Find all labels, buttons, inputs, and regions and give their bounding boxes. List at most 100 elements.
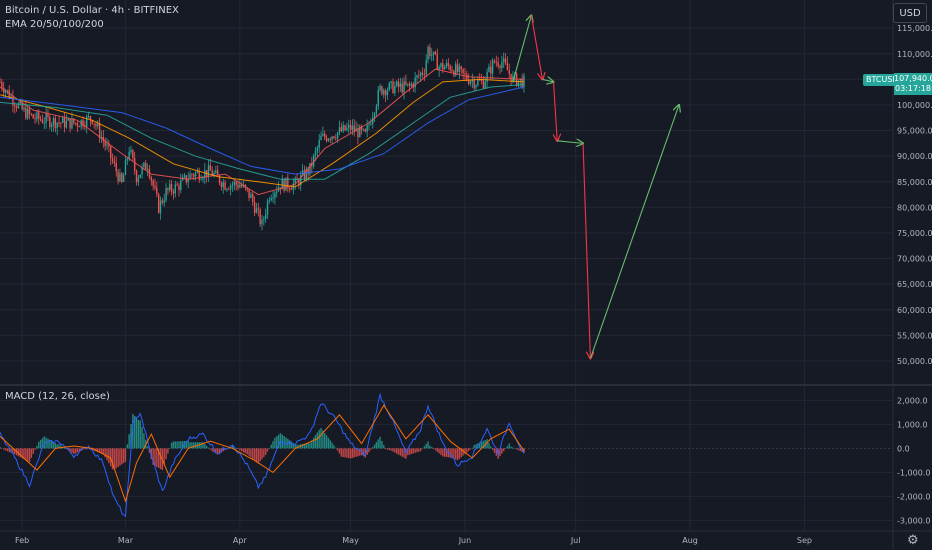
histogram-bar xyxy=(355,448,357,457)
candle-body xyxy=(30,113,33,115)
histogram-bar xyxy=(130,424,132,449)
histogram-bar xyxy=(466,448,468,453)
candle-body xyxy=(447,63,450,66)
y-tick-label: 70,000.0 xyxy=(897,255,932,264)
candle-body xyxy=(91,120,93,124)
histogram-bar xyxy=(76,448,79,453)
macd-label: MACD (12, 26, close) xyxy=(5,391,110,402)
candle-body xyxy=(290,189,293,191)
candle-body xyxy=(215,170,217,173)
candle-body xyxy=(198,171,200,180)
histogram-bar xyxy=(122,448,125,464)
candle-body xyxy=(390,81,392,84)
last-price-label: 107,940.0 03:17:18 xyxy=(894,73,932,95)
candle-body xyxy=(97,123,99,127)
histogram-bar xyxy=(23,448,25,460)
gear-icon[interactable]: ⚙ xyxy=(907,533,919,548)
histogram-bar xyxy=(176,441,178,449)
candle-body xyxy=(397,81,400,87)
histogram-bar xyxy=(193,442,195,449)
candle-body xyxy=(405,81,407,85)
histogram-bar xyxy=(141,426,143,449)
histogram-bar xyxy=(167,448,169,454)
histogram-bar xyxy=(508,443,510,449)
candle-body xyxy=(460,66,462,69)
y-tick-label: 50,000.0 xyxy=(897,357,932,366)
candle-body xyxy=(316,147,319,151)
histogram-bar xyxy=(277,434,280,449)
candle-body xyxy=(8,90,10,99)
candle-body xyxy=(39,118,42,120)
candle-body xyxy=(348,124,350,128)
histogram-bar xyxy=(252,448,254,459)
histogram-bar xyxy=(517,448,520,451)
histogram-bar xyxy=(248,448,250,456)
histogram-bar xyxy=(371,447,374,449)
candle-body xyxy=(493,60,496,62)
histogram-bar xyxy=(403,448,405,458)
histogram-bar xyxy=(10,448,12,453)
candle-body xyxy=(89,116,92,121)
candle-body xyxy=(418,75,420,77)
histogram-bar xyxy=(514,448,516,449)
projection-segment xyxy=(512,15,531,83)
candle-body xyxy=(117,171,119,182)
y-tick-label: 90,000.0 xyxy=(897,152,932,161)
histogram-bar xyxy=(357,448,359,457)
histogram-bar xyxy=(488,442,490,449)
candle-body xyxy=(194,172,197,177)
candle-body xyxy=(228,189,230,190)
histogram-bar xyxy=(74,448,77,454)
histogram-bar xyxy=(52,442,55,449)
candle-body xyxy=(133,158,136,171)
candle-body xyxy=(515,73,518,86)
currency-button[interactable]: USD xyxy=(893,3,927,23)
candle-body xyxy=(12,96,14,106)
histogram-bar xyxy=(379,436,381,449)
candle-body xyxy=(320,135,322,141)
histogram-bar xyxy=(462,448,464,456)
histogram-bar xyxy=(431,447,433,449)
histogram-bar xyxy=(399,448,402,456)
histogram-bar xyxy=(318,429,320,449)
histogram-bar xyxy=(139,420,141,449)
candle-body xyxy=(150,177,152,181)
candle-body xyxy=(407,83,409,85)
histogram-bar xyxy=(316,432,319,449)
candle-body xyxy=(252,194,254,202)
histogram-bar xyxy=(307,443,309,449)
candle-body xyxy=(159,200,162,213)
candle-body xyxy=(429,47,431,56)
candle-body xyxy=(517,80,520,86)
histogram-bar xyxy=(283,436,285,449)
candle-body xyxy=(204,170,206,179)
histogram-bar xyxy=(100,448,103,454)
candle-body xyxy=(268,199,271,202)
grid-lines xyxy=(0,0,893,530)
histogram-bar xyxy=(191,442,193,449)
histogram-bar xyxy=(115,448,117,469)
histogram-bar xyxy=(170,442,173,449)
histogram-bar xyxy=(154,448,156,466)
histogram-bar xyxy=(228,448,230,449)
candle-body xyxy=(462,68,464,74)
bar-countdown: 03:17:18 xyxy=(895,84,931,93)
projection-segment xyxy=(582,143,590,358)
candle-body xyxy=(165,188,167,201)
candle-body xyxy=(467,79,470,84)
candle-body xyxy=(0,81,1,83)
histogram-bar xyxy=(440,448,442,455)
candle-body xyxy=(408,83,411,86)
candle-body xyxy=(106,144,108,146)
histogram-bar xyxy=(60,445,62,449)
candle-body xyxy=(371,117,374,124)
ema-lines xyxy=(0,68,525,196)
candle-body xyxy=(218,175,221,183)
candle-body xyxy=(490,66,492,74)
histogram-bar xyxy=(407,448,409,456)
candle-body xyxy=(442,63,444,70)
candle-body xyxy=(32,114,34,119)
y-tick-label: 75,000.0 xyxy=(897,229,932,238)
histogram-bar xyxy=(264,448,267,455)
